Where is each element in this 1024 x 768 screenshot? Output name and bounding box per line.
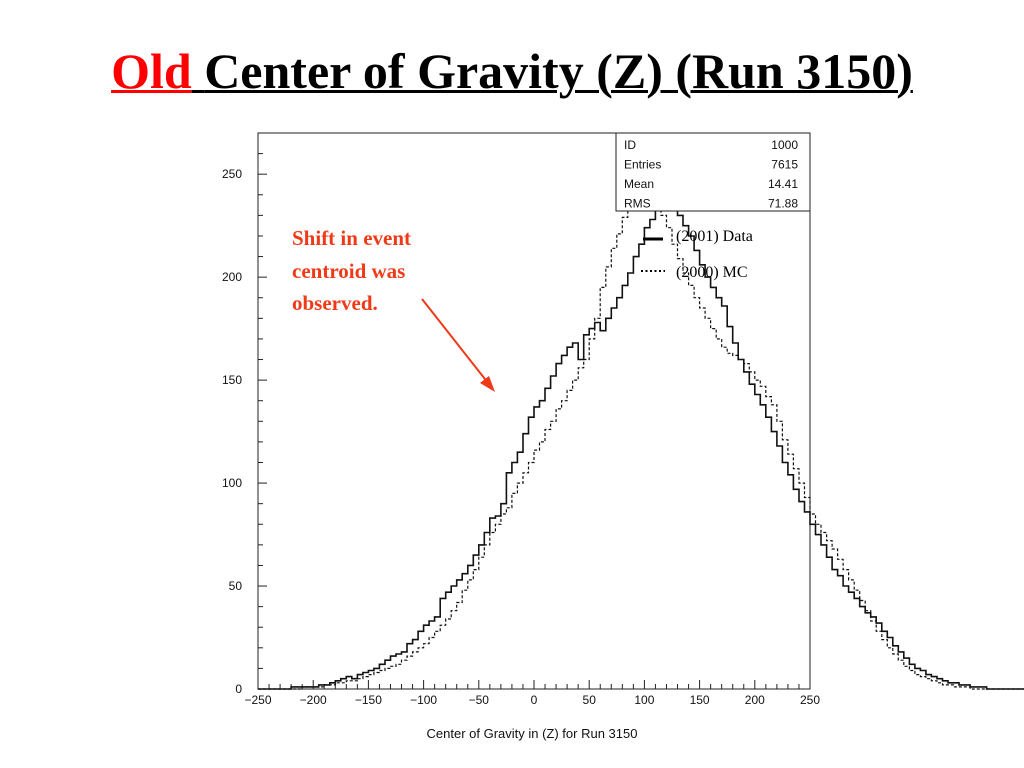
x-tick-label: 0 bbox=[531, 693, 538, 707]
stats-value: 71.88 bbox=[768, 197, 798, 211]
stats-key: Mean bbox=[624, 177, 654, 191]
x-tick-label: 250 bbox=[800, 693, 820, 707]
y-axis: 0 50 100 150 200 250 bbox=[222, 153, 267, 696]
x-tick-label: −50 bbox=[469, 693, 490, 707]
stats-key: Entries bbox=[624, 158, 661, 172]
legend-label-data: (2001) Data bbox=[676, 228, 753, 245]
x-tick-label: −100 bbox=[410, 693, 437, 707]
stats-box: ID 1000 Entries 7615 Mean 14.41 RMS 71.88 bbox=[615, 132, 811, 212]
annotation-arrow-head bbox=[480, 376, 495, 392]
x-tick-label: 50 bbox=[583, 693, 597, 707]
annotation-arrow-shaft bbox=[421, 298, 493, 389]
legend: (2001) Data (2000) MC bbox=[641, 228, 753, 281]
x-tick-label: −150 bbox=[355, 693, 382, 707]
y-tick-label: 200 bbox=[222, 270, 242, 284]
series-line-data bbox=[258, 177, 1024, 690]
x-axis-label: Center of Gravity in (Z) for Run 3150 bbox=[427, 726, 638, 741]
y-tick-label: 50 bbox=[229, 579, 243, 593]
legend-label-mc: (2000) MC bbox=[676, 264, 748, 281]
series-line-mc bbox=[258, 177, 1024, 690]
stats-value: 1000 bbox=[771, 138, 798, 152]
annotation-line-3: observed. bbox=[292, 291, 378, 315]
title-highlight: Old bbox=[111, 43, 192, 99]
y-tick-label: 0 bbox=[235, 682, 242, 696]
x-axis: −250 −200 −150 −100 −50 0 50 100 150 200 250 bbox=[244, 680, 820, 707]
y-tick-label: 250 bbox=[222, 167, 242, 181]
slide-title: Old Center of Gravity (Z) (Run 3150) bbox=[0, 44, 1024, 99]
x-tick-label: −200 bbox=[300, 693, 327, 707]
annotation-line-2: centroid was bbox=[292, 259, 405, 283]
y-tick-label: 100 bbox=[222, 476, 242, 490]
y-tick-label: 150 bbox=[222, 373, 242, 387]
x-tick-label: 200 bbox=[745, 693, 765, 707]
x-tick-label: 150 bbox=[690, 693, 710, 707]
stats-key: RMS bbox=[624, 197, 651, 211]
x-tick-label: −250 bbox=[244, 693, 271, 707]
x-tick-label: 100 bbox=[634, 693, 654, 707]
stats-key: ID bbox=[624, 138, 636, 152]
title-text: Center of Gravity (Z) (Run 3150) bbox=[204, 43, 913, 99]
annotation-line-1: Shift in event bbox=[292, 226, 411, 250]
stats-value: 7615 bbox=[771, 158, 798, 172]
stats-value: 14.41 bbox=[768, 177, 798, 191]
annotation: Shift in event centroid was observed. bbox=[292, 226, 411, 315]
